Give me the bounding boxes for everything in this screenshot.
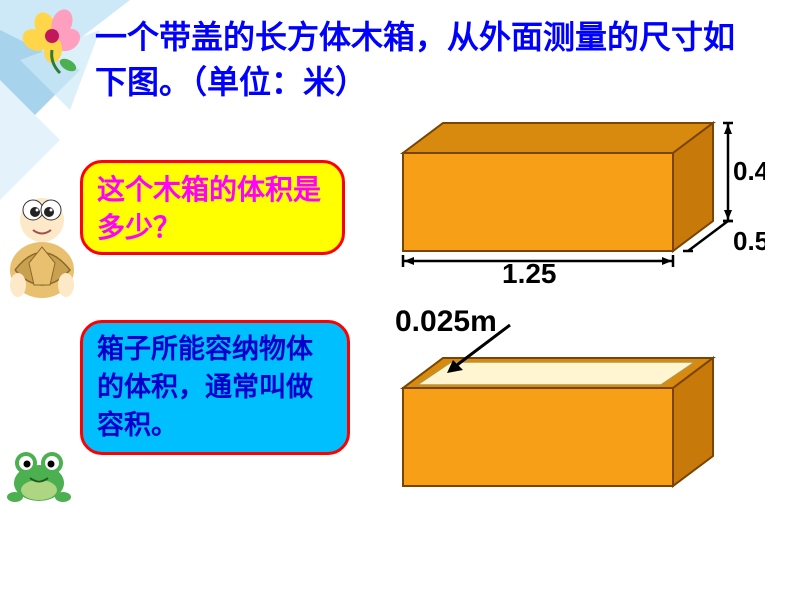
speech-bubble-definition: 箱子所能容纳物体的体积，通常叫做容积。 bbox=[80, 320, 350, 455]
cuboid-closed-diagram: 0.45 0.55 1.25 bbox=[395, 115, 765, 285]
speech-bubble-question: 这个木箱的体积是多少？ bbox=[80, 160, 345, 255]
frog-mascot-icon bbox=[2, 435, 77, 510]
dim-height: 0.45 bbox=[733, 156, 765, 186]
definition-text: 箱子所能容纳物体的体积，通常叫做容积。 bbox=[97, 334, 313, 440]
dim-length: 1.25 bbox=[502, 258, 557, 285]
page-title: 一个带盖的长方体木箱，从外面测量的尺寸如下图。（单位：米） bbox=[95, 15, 755, 105]
thickness-value: 0.025m bbox=[395, 305, 497, 338]
thickness-label: 0.025m bbox=[395, 305, 497, 339]
question-text: 这个木箱的体积是多少？ bbox=[97, 174, 321, 243]
turtle-mascot-icon bbox=[0, 185, 85, 315]
title-text: 一个带盖的长方体木箱，从外面测量的尺寸如下图。（单位：米） bbox=[95, 19, 735, 100]
dim-width: 0.55 bbox=[733, 226, 765, 256]
flower-icon bbox=[20, 8, 90, 78]
cuboid-open-diagram bbox=[395, 320, 765, 500]
